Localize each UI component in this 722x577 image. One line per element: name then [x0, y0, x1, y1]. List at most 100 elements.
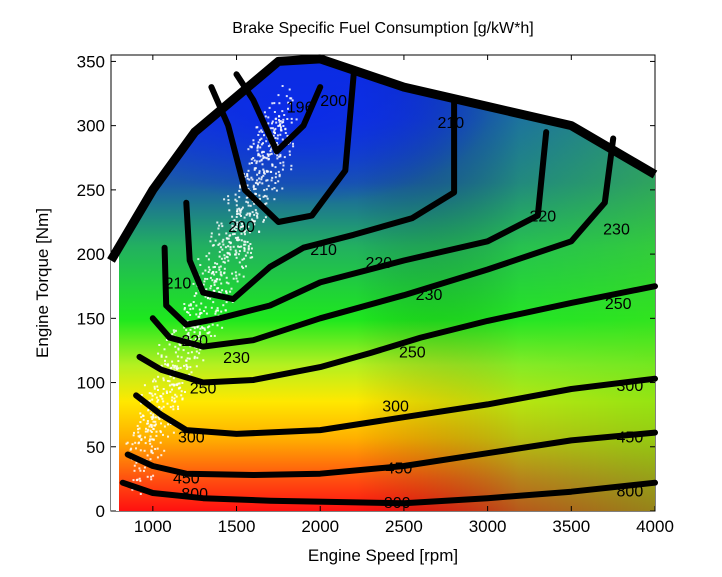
operating-point [257, 144, 259, 147]
operating-point [177, 408, 180, 410]
operating-point [205, 288, 208, 291]
operating-point [154, 423, 157, 426]
operating-point [190, 351, 193, 354]
operating-point [231, 227, 233, 230]
operating-point [216, 324, 219, 327]
operating-point [169, 390, 172, 393]
contour-lines [119, 71, 658, 507]
contour-line-250 [136, 283, 658, 386]
operating-point [255, 160, 258, 163]
operating-point [267, 154, 270, 157]
operating-point [266, 179, 269, 182]
operating-point [235, 216, 238, 218]
operating-point [216, 221, 219, 224]
operating-point [201, 326, 204, 329]
operating-point [153, 387, 156, 390]
operating-point [187, 335, 189, 338]
operating-point [222, 304, 225, 307]
operating-point [145, 427, 147, 430]
operating-point [258, 160, 261, 163]
operating-point [156, 400, 159, 403]
operating-point [146, 430, 149, 433]
operating-point [267, 155, 270, 158]
operating-point [257, 141, 260, 144]
operating-point [253, 202, 256, 205]
x-tick-label: 3000 [469, 517, 507, 536]
operating-point [232, 220, 235, 223]
operating-point [169, 406, 172, 409]
operating-point [129, 448, 132, 451]
operating-point [149, 423, 152, 426]
operating-point [277, 125, 280, 127]
operating-point [181, 382, 184, 384]
operating-point [235, 277, 238, 280]
operating-point [228, 241, 231, 243]
operating-point [146, 420, 149, 422]
operating-point [243, 240, 246, 243]
operating-point [152, 420, 155, 423]
y-tick-label: 150 [77, 309, 105, 328]
operating-point [253, 168, 256, 171]
operating-point [255, 211, 258, 214]
operating-point [227, 199, 230, 201]
operating-point [273, 198, 276, 201]
operating-point [184, 391, 186, 393]
operating-point [138, 467, 141, 470]
operating-point [197, 335, 200, 338]
operating-point [242, 266, 245, 269]
operating-point [260, 137, 263, 140]
operating-point [295, 118, 298, 121]
operating-point [271, 164, 274, 166]
operating-point [238, 273, 241, 276]
operating-point [250, 251, 252, 254]
operating-point [276, 154, 279, 157]
operating-point [251, 211, 254, 214]
contour-label: 300 [178, 429, 205, 446]
operating-point [262, 150, 265, 153]
operating-point [162, 379, 165, 382]
operating-point [163, 449, 166, 452]
operating-point [245, 200, 248, 203]
operating-point [219, 246, 222, 249]
operating-point [227, 252, 230, 255]
operating-point [237, 253, 240, 256]
operating-point [274, 137, 277, 139]
operating-point [251, 218, 253, 221]
operating-point [250, 146, 253, 149]
operating-point [160, 454, 163, 457]
y-tick-label: 200 [77, 245, 105, 264]
operating-point [282, 121, 285, 123]
operating-point [171, 396, 174, 399]
operating-point [183, 364, 185, 367]
operating-point [151, 394, 154, 397]
y-tick-label: 0 [96, 502, 105, 521]
operating-point [126, 441, 129, 444]
operating-point [242, 275, 245, 278]
operating-point [258, 231, 261, 233]
operating-point [149, 412, 152, 415]
operating-point [265, 202, 268, 205]
operating-point [196, 326, 199, 329]
operating-point [252, 157, 255, 159]
operating-point [260, 143, 263, 146]
operating-point [244, 243, 247, 246]
operating-point [211, 323, 214, 326]
operating-point [208, 252, 211, 255]
operating-point [223, 261, 226, 264]
operating-point [244, 233, 246, 236]
operating-point [292, 145, 295, 148]
chart-title: Brake Specific Fuel Consumption [g/kW*h] [232, 20, 533, 37]
operating-point [245, 213, 248, 216]
operating-point [241, 206, 244, 209]
operating-point [188, 373, 191, 376]
contour-label: 200 [320, 93, 347, 110]
x-tick-label: 1500 [218, 517, 256, 536]
operating-point [209, 287, 212, 290]
operating-point [247, 201, 249, 204]
operating-point [154, 420, 157, 423]
operating-point [274, 166, 277, 169]
operating-point [185, 368, 188, 370]
operating-point [195, 304, 198, 307]
operating-point [290, 164, 293, 167]
